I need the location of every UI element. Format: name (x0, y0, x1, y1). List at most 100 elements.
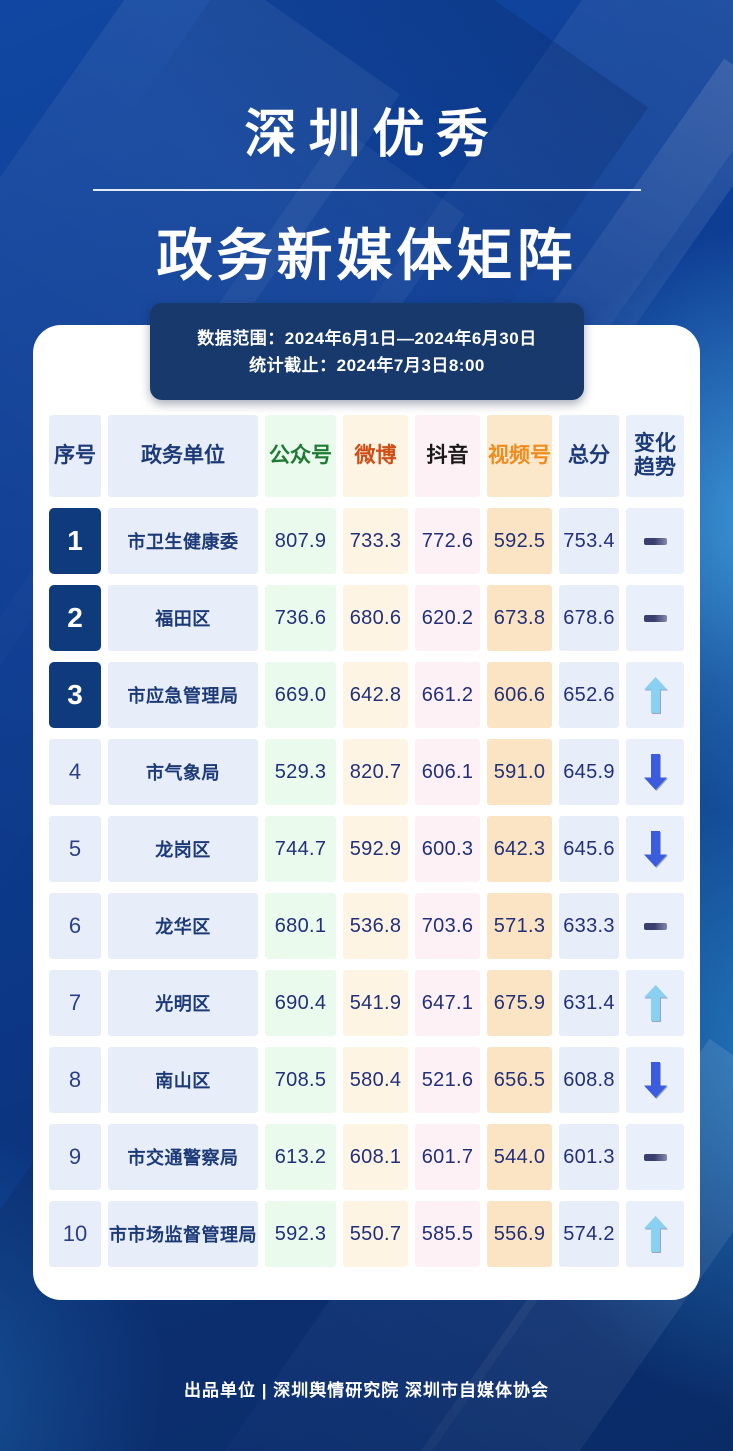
rank-number: 4 (68, 759, 82, 784)
weibo-score: 608.1 (349, 1145, 402, 1168)
shipinhao-score-cell: 642.3 (487, 816, 552, 882)
up-arrow-icon (643, 985, 667, 1021)
trend-cell (626, 893, 684, 959)
date-range-banner: 数据范围：2024年6月1日—2024年6月30日 统计截止：2024年7月3日… (150, 303, 584, 400)
douyin-score: 606.1 (421, 760, 474, 783)
shipinhao-score: 656.5 (493, 1068, 546, 1091)
trend-cell (626, 1124, 684, 1190)
douyin-score-cell: 601.7 (415, 1124, 480, 1190)
rank-number: 5 (68, 836, 82, 861)
down-arrow-icon (643, 754, 667, 790)
shipinhao-score: 544.0 (493, 1145, 546, 1168)
shipinhao-score-cell: 592.5 (487, 508, 552, 574)
total-score: 645.6 (563, 837, 615, 860)
total-score-cell: 574.2 (559, 1201, 619, 1267)
trend-cell (626, 1047, 684, 1113)
table-row: 10 市市场监督管理局 592.3 550.7 585.5 556.9 574.… (49, 1201, 684, 1267)
rank-number: 1 (67, 525, 83, 556)
flat-dash-icon (643, 614, 667, 622)
weibo-score: 541.9 (349, 991, 402, 1014)
douyin-score: 585.5 (421, 1222, 474, 1245)
unit-name: 市气象局 (146, 763, 220, 783)
rank-cell: 9 (49, 1124, 101, 1190)
shipinhao-score: 642.3 (493, 837, 546, 860)
shipinhao-score: 673.8 (493, 606, 546, 629)
total-score-cell: 652.6 (559, 662, 619, 728)
rank-number: 7 (68, 990, 82, 1015)
gongzhonghao-score-cell: 680.1 (265, 893, 336, 959)
weibo-score: 536.8 (349, 914, 402, 937)
flat-dash-icon (643, 922, 667, 930)
weibo-score-cell: 733.3 (343, 508, 408, 574)
unit-cell: 市市场监督管理局 (108, 1201, 258, 1267)
douyin-score: 601.7 (421, 1145, 474, 1168)
table-row: 5 龙岗区 744.7 592.9 600.3 642.3 645.6 (49, 816, 684, 882)
total-score: 608.8 (563, 1068, 615, 1091)
weibo-score: 592.9 (349, 837, 402, 860)
unit-name: 市交通警察局 (127, 1148, 239, 1168)
shipinhao-score-cell: 544.0 (487, 1124, 552, 1190)
weibo-score: 820.7 (349, 760, 402, 783)
shipinhao-score-cell: 556.9 (487, 1201, 552, 1267)
total-score: 645.9 (563, 760, 615, 783)
weibo-score: 550.7 (349, 1222, 402, 1245)
douyin-score-cell: 606.1 (415, 739, 480, 805)
rank-number: 10 (62, 1221, 88, 1246)
trend-cell (626, 585, 684, 651)
header-douyin: 抖音 (415, 415, 480, 497)
rank-number: 9 (68, 1144, 82, 1169)
rank-cell: 2 (49, 585, 101, 651)
weibo-score-cell: 536.8 (343, 893, 408, 959)
douyin-score-cell: 620.2 (415, 585, 480, 651)
unit-cell: 龙岗区 (108, 816, 258, 882)
rank-cell: 8 (49, 1047, 101, 1113)
header-trend: 变化趋势 (626, 415, 684, 497)
unit-cell: 福田区 (108, 585, 258, 651)
table-row: 2 福田区 736.6 680.6 620.2 673.8 678.6 (49, 585, 684, 651)
table-row: 9 市交通警察局 613.2 608.1 601.7 544.0 601.3 (49, 1124, 684, 1190)
gongzhonghao-score: 592.3 (274, 1222, 327, 1245)
gongzhonghao-score-cell: 690.4 (265, 970, 336, 1036)
shipinhao-score-cell: 591.0 (487, 739, 552, 805)
shipinhao-score: 675.9 (493, 991, 546, 1014)
shipinhao-score: 571.3 (493, 914, 546, 937)
gongzhonghao-score-cell: 736.6 (265, 585, 336, 651)
douyin-score: 600.3 (421, 837, 474, 860)
gongzhonghao-score-cell: 529.3 (265, 739, 336, 805)
gongzhonghao-score: 529.3 (274, 760, 327, 783)
rank-number: 2 (67, 602, 83, 633)
gongzhonghao-score: 807.9 (274, 529, 327, 552)
table-row: 1 市卫生健康委 807.9 733.3 772.6 592.5 753.4 (49, 508, 684, 574)
total-score-cell: 678.6 (559, 585, 619, 651)
rank-number: 8 (68, 1067, 82, 1092)
weibo-score: 680.6 (349, 606, 402, 629)
weibo-score: 642.8 (349, 683, 402, 706)
total-score-cell: 633.3 (559, 893, 619, 959)
gongzhonghao-score-cell: 669.0 (265, 662, 336, 728)
unit-name: 市卫生健康委 (127, 532, 239, 552)
total-score-cell: 608.8 (559, 1047, 619, 1113)
up-arrow-icon (643, 677, 667, 713)
shipinhao-score: 606.6 (493, 683, 546, 706)
shipinhao-score-cell: 606.6 (487, 662, 552, 728)
rank-cell: 4 (49, 739, 101, 805)
weibo-score-cell: 550.7 (343, 1201, 408, 1267)
unit-cell: 市交通警察局 (108, 1124, 258, 1190)
header-gongzhonghao: 公众号 (265, 415, 336, 497)
down-arrow-icon (643, 831, 667, 867)
douyin-score: 521.6 (421, 1068, 474, 1091)
shipinhao-score: 556.9 (493, 1222, 546, 1245)
douyin-score-cell: 585.5 (415, 1201, 480, 1267)
weibo-score-cell: 592.9 (343, 816, 408, 882)
shipinhao-score: 591.0 (493, 760, 546, 783)
weibo-score-cell: 642.8 (343, 662, 408, 728)
gongzhonghao-score-cell: 592.3 (265, 1201, 336, 1267)
trend-cell (626, 739, 684, 805)
weibo-score-cell: 541.9 (343, 970, 408, 1036)
gongzhonghao-score: 669.0 (274, 683, 327, 706)
unit-cell: 龙华区 (108, 893, 258, 959)
shipinhao-score: 592.5 (493, 529, 546, 552)
rank-cell: 7 (49, 970, 101, 1036)
trend-cell (626, 662, 684, 728)
flat-dash-icon (643, 1153, 667, 1161)
